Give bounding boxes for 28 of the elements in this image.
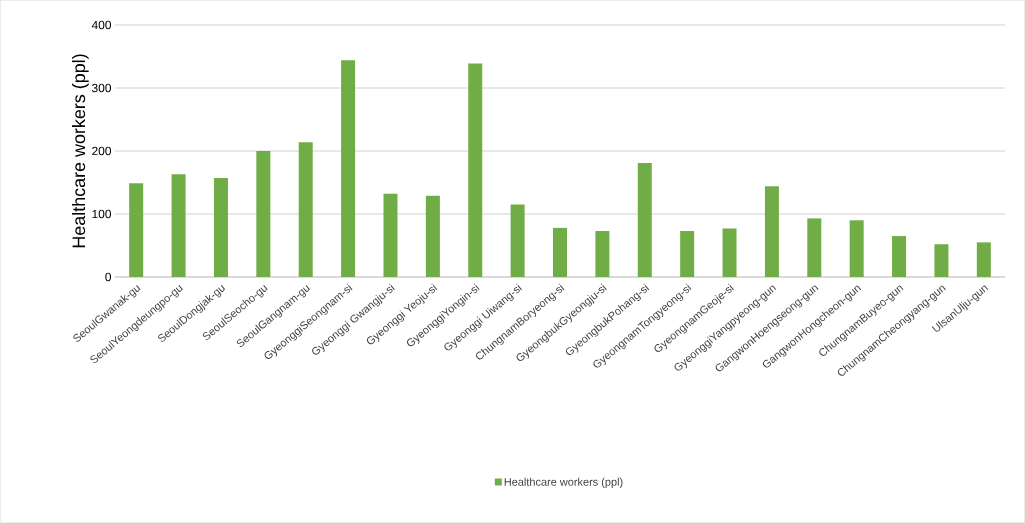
legend-label: Healthcare workers (ppl) (504, 477, 623, 488)
bar (934, 244, 949, 277)
bar (129, 183, 144, 277)
bar (171, 174, 186, 277)
y-axis-title: Healthcare workers (ppl) (71, 54, 89, 248)
y-tick-label: 400 (91, 20, 112, 30)
bar (468, 63, 483, 277)
bar (510, 204, 525, 277)
bar (383, 193, 398, 277)
bar (849, 220, 864, 277)
bar (298, 142, 313, 277)
bar (680, 231, 695, 277)
bar (637, 162, 652, 277)
y-tick-label: 100 (92, 209, 112, 219)
bar (807, 218, 822, 277)
y-tick-label: 300 (91, 83, 112, 93)
bar (976, 242, 991, 277)
bar (595, 231, 610, 277)
y-tick-label: 200 (92, 146, 112, 156)
bar (892, 236, 907, 277)
bar (256, 151, 271, 277)
bar (213, 178, 228, 277)
bar (722, 228, 737, 277)
bar (341, 60, 356, 277)
bar (553, 227, 568, 277)
y-tick-label: 0 (105, 272, 112, 282)
bar (764, 186, 779, 277)
bar (425, 195, 440, 277)
